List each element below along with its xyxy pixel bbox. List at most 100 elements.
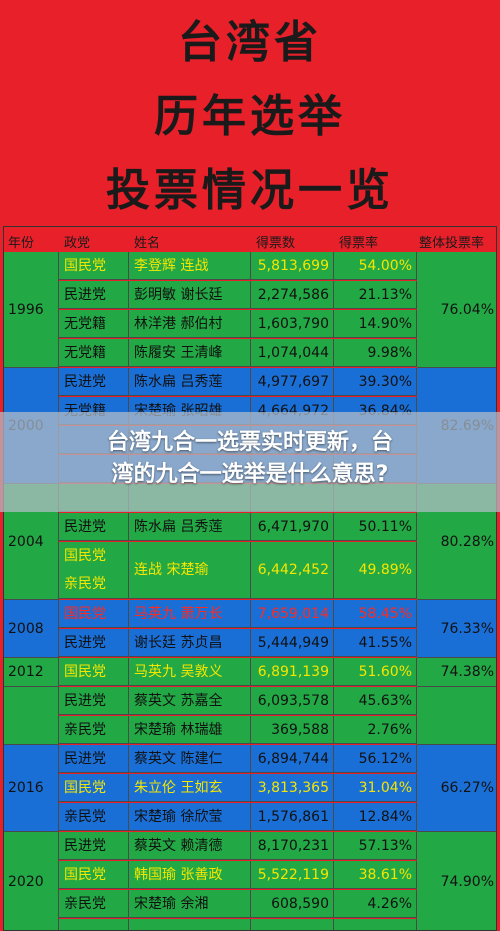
turnout-cell: 74.90%: [417, 832, 496, 930]
rate-cell: 45.63%: [334, 687, 417, 715]
table-row: 亲民党 宋楚瑜 徐欣莹 1,576,861 12.84%: [4, 803, 496, 832]
rate-cell: 51.60%: [334, 658, 417, 686]
year-cell: 1996: [4, 252, 59, 368]
turnout-cell: 74.38%: [417, 658, 496, 687]
header-title-line1: 台湾省: [178, 17, 322, 68]
rate-cell: 21.13%: [334, 281, 417, 309]
votes-cell: 6,891,139: [251, 658, 334, 686]
party-cell: 国民党: [59, 861, 129, 889]
party-cell: 无党籍: [59, 339, 129, 367]
party-cell: 亲民党: [59, 716, 129, 744]
votes-cell: 8,170,231: [251, 832, 334, 860]
table-row: 国民党 马英九 萧万长 7,659,014 58.45%: [4, 600, 496, 629]
table-row: 国民党 朱立伦 王如玄 3,813,365 31.04%: [4, 774, 496, 803]
col-rate: 得票率: [339, 236, 379, 251]
election-table: 年份 政党 姓名 得票数 得票率 整体投票率 1996 76.04% 2000 …: [3, 226, 497, 931]
party-cell: 无党籍: [59, 310, 129, 338]
votes-cell: 1,074,044: [251, 339, 334, 367]
col-year: 年份: [8, 236, 35, 251]
candidate-cell: [129, 919, 251, 930]
candidate-cell: 宋楚瑜 余湘: [129, 890, 251, 918]
candidate-cell: 韩国瑜 张善政: [129, 861, 251, 889]
party-cell: 亲民党: [59, 890, 129, 918]
candidate-cell: 陈水扁 吕秀莲: [129, 513, 251, 541]
table-row: 国民党 韩国瑜 张善政 5,522,119 38.61%: [4, 861, 496, 890]
headline-text: 台湾九合一选票实时更新，台 湾的九合一选举是什么意思?: [0, 427, 500, 491]
votes-cell: 3,813,365: [251, 774, 334, 802]
col-votes: 得票数: [256, 236, 296, 251]
candidate-cell: 朱立伦 王如玄: [129, 774, 251, 802]
party-cell: 国民党: [59, 600, 129, 628]
year-cell: 2008: [4, 600, 59, 658]
candidate-cell: 宋楚瑜 林瑞雄: [129, 716, 251, 744]
party-cell: 民进党: [59, 513, 129, 541]
party-cell: 民进党: [59, 687, 129, 715]
party-cell: 民进党: [59, 832, 129, 860]
poster-header: 台湾省 历年选举 投票情况一览: [0, 0, 500, 226]
table-row: 亲民党 宋楚瑜 林瑞雄 369,588 2.76%: [4, 716, 496, 745]
party-cell: 民进党: [59, 281, 129, 309]
party-cell: [59, 919, 129, 930]
table-row: 民进党 彭明敏 谢长廷 2,274,586 21.13%: [4, 281, 496, 310]
turnout-cell: 76.04%: [417, 252, 496, 368]
candidate-cell: 陈水扁 吕秀莲: [129, 368, 251, 396]
rate-cell: 57.13%: [334, 832, 417, 860]
table-row: 民进党 陈水扁 吕秀莲 6,471,970 50.11%: [4, 513, 496, 542]
party-cell: 国民党: [59, 658, 129, 686]
votes-cell: 6,471,970: [251, 513, 334, 541]
headline-overlay: [0, 412, 500, 512]
votes-cell: 1,576,861: [251, 803, 334, 831]
party-cell: 民进党: [59, 745, 129, 773]
rate-cell: 9.98%: [334, 339, 417, 367]
candidate-cell: 彭明敏 谢长廷: [129, 281, 251, 309]
year-cell-continued: [4, 687, 59, 745]
rate-cell: 49.89%: [334, 542, 417, 599]
table-row-partial: [4, 919, 496, 930]
votes-cell: 369,588: [251, 716, 334, 744]
year-cell: 2012: [4, 658, 59, 687]
rate-cell: 58.45%: [334, 600, 417, 628]
table-row: 国民党 马英九 吴敦义 6,891,139 51.60%: [4, 658, 496, 687]
candidate-cell: 宋楚瑜 徐欣莹: [129, 803, 251, 831]
candidate-cell: 连战 宋楚瑜: [129, 542, 251, 599]
header-title-line3: 投票情况一览: [106, 165, 394, 216]
rate-cell: 41.55%: [334, 629, 417, 657]
party-cell: 民进党: [59, 368, 129, 396]
header-title-line2: 历年选举: [154, 91, 346, 142]
candidate-cell: 马英九 吴敦义: [129, 658, 251, 686]
headline-line2: 湾的九合一选举是什么意思?: [111, 462, 389, 487]
rate-cell: 54.00%: [334, 252, 417, 280]
rate-cell: 14.90%: [334, 310, 417, 338]
col-turnout: 整体投票率: [419, 236, 485, 251]
votes-cell: 2,274,586: [251, 281, 334, 309]
rate-cell: 39.30%: [334, 368, 417, 396]
candidate-cell: 林洋港 郝伯村: [129, 310, 251, 338]
party-cell: 国民党民进党亲民党: [59, 542, 129, 599]
table-row: 亲民党 宋楚瑜 余湘 608,590 4.26%: [4, 890, 496, 919]
rate-cell: 31.04%: [334, 774, 417, 802]
votes-cell: 6,442,452: [251, 542, 334, 599]
rate-cell: 38.61%: [334, 861, 417, 889]
rate-cell: 50.11%: [334, 513, 417, 541]
turnout-cell-continued: [417, 687, 496, 745]
candidate-cell: 蔡英文 陈建仁: [129, 745, 251, 773]
votes-cell: 608,590: [251, 890, 334, 918]
headline-line1: 台湾九合一选票实时更新，台: [106, 430, 393, 455]
year-cell: 2016: [4, 745, 59, 832]
votes-cell: 6,894,744: [251, 745, 334, 773]
party-cell: 民进党: [59, 629, 129, 657]
votes-cell: 5,813,699: [251, 252, 334, 280]
table-row: 民进党 蔡英文 苏嘉全 6,093,578 45.63%: [4, 687, 496, 716]
votes-cell: 5,444,949: [251, 629, 334, 657]
votes-cell: 4,977,697: [251, 368, 334, 396]
year-cell: 2020: [4, 832, 59, 930]
candidate-cell: 马英九 萧万长: [129, 600, 251, 628]
party-cell: 亲民党: [59, 803, 129, 831]
table-row: 国民党民进党亲民党 连战 宋楚瑜 6,442,452 49.89%: [4, 542, 496, 600]
party-cell: 国民党: [59, 774, 129, 802]
col-party: 政党: [64, 236, 91, 251]
col-name: 姓名: [134, 236, 161, 251]
candidate-cell: 蔡英文 赖清德: [129, 832, 251, 860]
table-row: 无党籍 林洋港 郝伯村 1,603,790 14.90%: [4, 310, 496, 339]
table-row: 民进党 谢长廷 苏贞昌 5,444,949 41.55%: [4, 629, 496, 658]
